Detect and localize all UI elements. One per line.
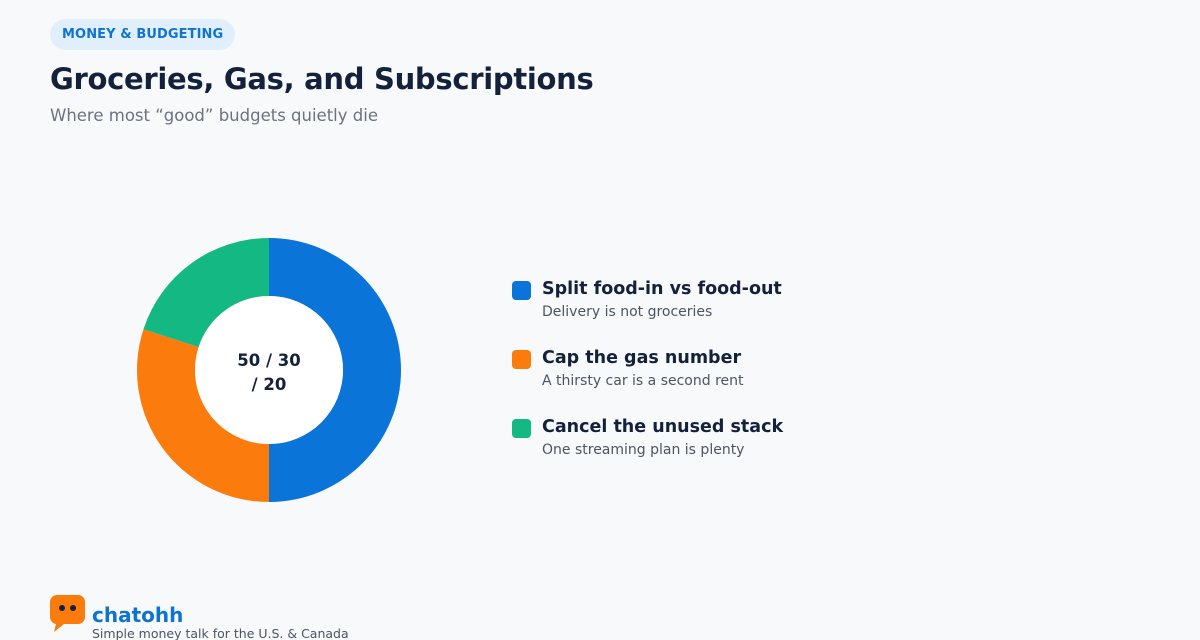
brand-tagline: Simple money talk for the U.S. & Canada (92, 626, 349, 640)
legend-item-subscriptions: Cancel the unused stack One streaming pl… (512, 414, 783, 483)
legend-swatch-green (512, 419, 531, 438)
center-label-line-1: 50 / 30 (237, 351, 300, 370)
chat-bubble-icon (50, 595, 85, 632)
legend-description: Delivery is not groceries (542, 304, 713, 320)
slice-orange (137, 329, 269, 502)
legend-title: Split food-in vs food-out (542, 279, 782, 299)
legend-description: A thirsty car is a second rent (542, 373, 744, 389)
legend-swatch-blue (512, 281, 531, 300)
category-badge: MONEY & BUDGETING (50, 19, 236, 50)
legend-title: Cap the gas number (542, 348, 742, 368)
brand-name: chatohh (92, 603, 184, 627)
legend-description: One streaming plan is plenty (542, 442, 745, 458)
slice-blue (269, 238, 401, 502)
legend-item-gas: Cap the gas number A thirsty car is a se… (512, 345, 783, 414)
page-subtitle: Where most “good” budgets quietly die (50, 106, 378, 125)
legend-title: Cancel the unused stack (542, 417, 784, 437)
donut-hole (195, 296, 343, 444)
chart-legend: Split food-in vs food-out Delivery is no… (512, 276, 783, 483)
slice-green (143, 238, 269, 348)
center-label-line-2: / 20 (252, 375, 287, 394)
legend-item-food: Split food-in vs food-out Delivery is no… (512, 276, 783, 345)
page-title: Groceries, Gas, and Subscriptions (50, 62, 594, 96)
legend-swatch-orange (512, 350, 531, 369)
